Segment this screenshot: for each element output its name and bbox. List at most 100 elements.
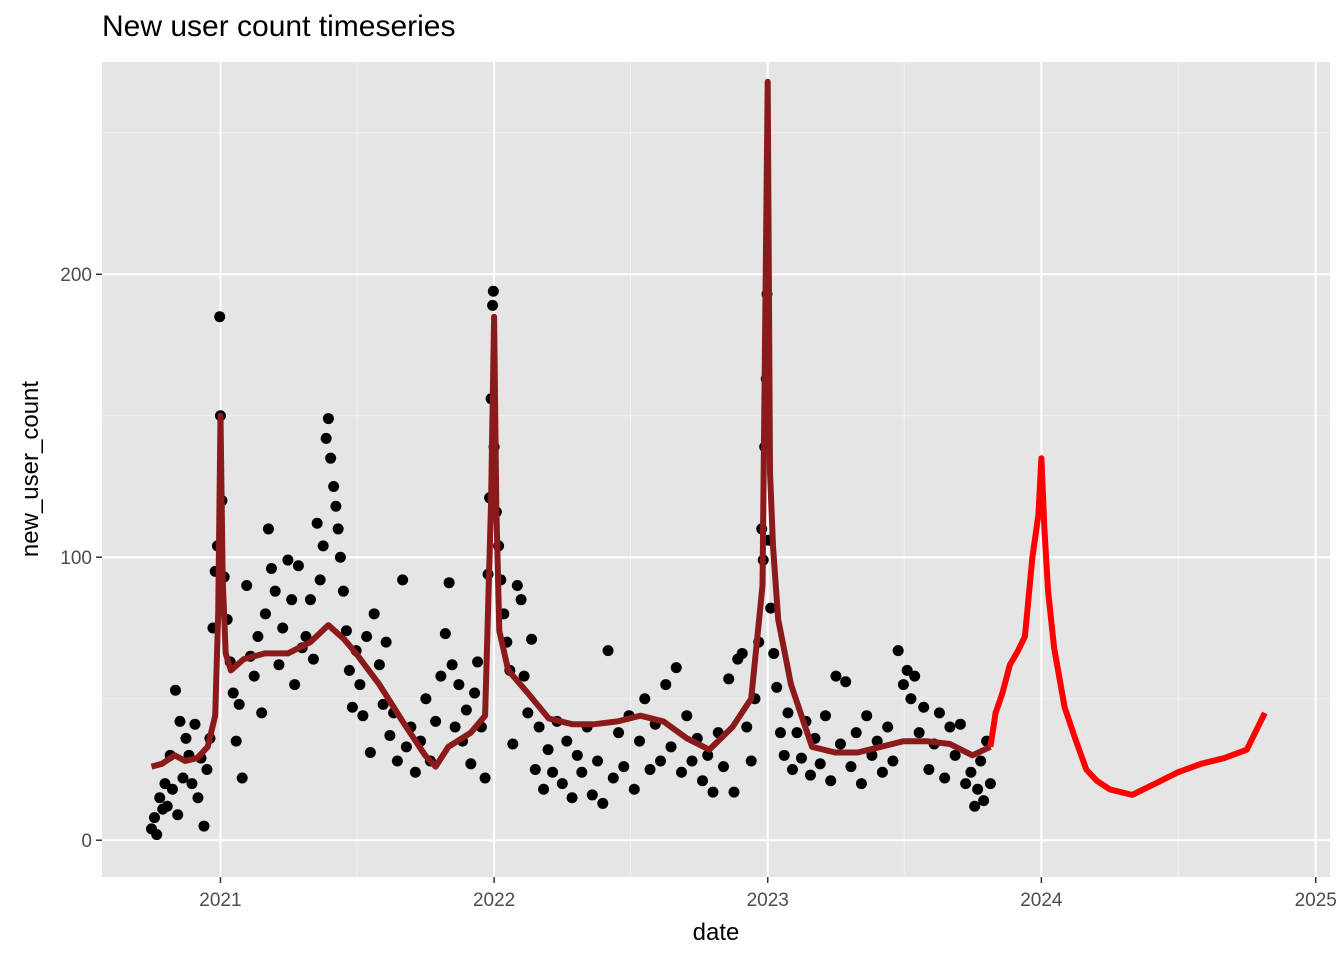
data-point — [515, 594, 527, 606]
data-point — [161, 800, 173, 812]
data-point — [151, 829, 163, 841]
data-point — [409, 766, 421, 778]
data-point — [676, 766, 688, 778]
data-point — [420, 693, 432, 705]
data-point — [897, 679, 909, 691]
data-point — [566, 792, 578, 804]
data-point — [686, 755, 698, 767]
data-point — [159, 778, 171, 790]
data-point — [322, 413, 334, 425]
data-point — [771, 681, 783, 693]
y-tick-label: 100 — [60, 548, 92, 569]
data-point — [840, 676, 852, 688]
y-axis-title: new_user_count — [17, 381, 44, 557]
data-point — [252, 630, 264, 642]
data-point — [311, 517, 323, 529]
data-point — [795, 752, 807, 764]
data-point — [972, 783, 984, 795]
data-point — [717, 761, 729, 773]
data-point — [814, 758, 826, 770]
data-point — [655, 755, 667, 767]
data-point — [561, 735, 573, 747]
data-point — [328, 480, 340, 492]
data-point — [944, 721, 956, 733]
data-point — [236, 772, 248, 784]
data-point — [644, 763, 656, 775]
data-point — [538, 783, 550, 795]
plot-background — [102, 62, 1330, 877]
grid-minor — [102, 62, 1330, 877]
data-point — [786, 763, 798, 775]
points-layer — [145, 285, 996, 841]
data-point — [307, 653, 319, 665]
data-point — [634, 735, 646, 747]
data-point — [918, 701, 930, 713]
data-point — [954, 718, 966, 730]
data-point — [969, 800, 981, 812]
data-point — [871, 735, 883, 747]
data-point — [965, 766, 977, 778]
data-point — [834, 738, 846, 750]
data-point — [526, 633, 538, 645]
data-point — [273, 659, 285, 671]
data-point — [597, 797, 609, 809]
data-point — [905, 693, 917, 705]
data-point — [697, 775, 709, 787]
data-point — [547, 766, 559, 778]
data-point — [286, 594, 298, 606]
data-point — [670, 662, 682, 674]
data-point — [384, 730, 396, 742]
data-point — [736, 647, 748, 659]
data-point — [148, 812, 160, 824]
data-point — [975, 755, 987, 767]
data-point — [901, 664, 913, 676]
data-point — [782, 707, 794, 719]
data-point — [400, 741, 412, 753]
data-point — [304, 594, 316, 606]
x-tick-label: 2024 — [1020, 890, 1063, 911]
data-point — [227, 687, 239, 699]
data-point — [368, 608, 380, 620]
x-axis: 2021 2022 2023 2024 2025 — [199, 877, 1337, 911]
y-tick-label: 0 — [81, 831, 92, 852]
data-point — [861, 710, 873, 722]
data-point — [233, 698, 245, 710]
data-point — [819, 710, 831, 722]
data-point — [172, 809, 184, 821]
data-point — [665, 741, 677, 753]
data-point — [364, 746, 376, 758]
data-point — [639, 693, 651, 705]
data-point — [556, 778, 568, 790]
data-point — [960, 778, 972, 790]
data-point — [728, 786, 740, 798]
data-point — [186, 778, 198, 790]
data-point — [292, 560, 304, 572]
data-point — [460, 704, 472, 716]
data-point — [518, 670, 530, 682]
data-point — [289, 679, 301, 691]
forecast-line — [987, 455, 1268, 798]
x-tick-label: 2023 — [747, 890, 789, 911]
data-point — [804, 769, 816, 781]
data-point — [317, 540, 329, 552]
data-point — [978, 795, 990, 807]
data-point — [269, 585, 281, 597]
data-point — [443, 577, 455, 589]
fitted-line — [150, 78, 992, 770]
data-point — [198, 820, 210, 832]
data-point — [337, 585, 349, 597]
data-point — [984, 778, 996, 790]
data-point — [778, 749, 790, 761]
data-point — [825, 775, 837, 787]
data-point — [346, 701, 358, 713]
data-point — [845, 761, 857, 773]
data-point — [542, 744, 554, 756]
data-point — [660, 679, 672, 691]
y-axis: 0 100 200 — [60, 265, 102, 852]
data-point — [380, 636, 392, 648]
data-point — [314, 574, 326, 586]
data-point — [586, 789, 598, 801]
data-point — [887, 755, 899, 767]
data-point — [465, 758, 477, 770]
data-point — [300, 630, 312, 642]
